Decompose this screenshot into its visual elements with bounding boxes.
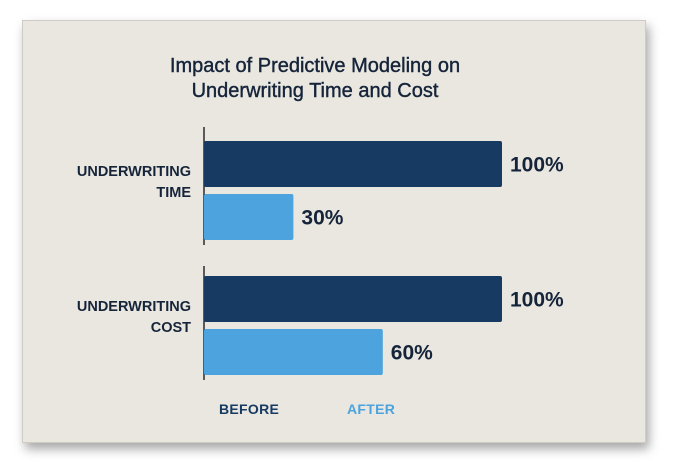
category-label-line-1: UNDERWRITING — [77, 164, 191, 180]
bar-before-1 — [204, 141, 502, 187]
legend-after: AFTER — [347, 401, 396, 417]
legend-before: BEFORE — [219, 401, 280, 417]
chart-title-line-2: Underwriting Time and Cost — [191, 80, 439, 102]
bars-group — [204, 141, 502, 375]
category-label-1: UNDERWRITING TIME — [77, 164, 191, 201]
bar-after-1 — [204, 194, 294, 240]
chart-title-line-1: Impact of Predictive Modeling on — [169, 55, 461, 77]
category-label-line-1: UNDERWRITING — [77, 299, 191, 315]
chart-title: Impact of Predictive Modeling on Underwr… — [110, 54, 520, 104]
category-label-line-2: COST — [151, 320, 191, 336]
category-label-2: UNDERWRITING COST — [77, 299, 191, 336]
bar-after-2 — [204, 329, 383, 375]
value-label-before-2: 100% — [510, 289, 564, 312]
value-labels: 100% 100% 30% 60% — [301, 154, 564, 365]
category-label-line-2: TIME — [156, 185, 191, 201]
value-label-after-1: 30% — [301, 207, 343, 230]
value-label-after-2: 60% — [391, 342, 433, 365]
value-label-before-1: 100% — [510, 154, 564, 177]
bar-before-2 — [204, 276, 502, 322]
category-labels: UNDERWRITING TIME UNDERWRITING COST — [77, 164, 191, 336]
